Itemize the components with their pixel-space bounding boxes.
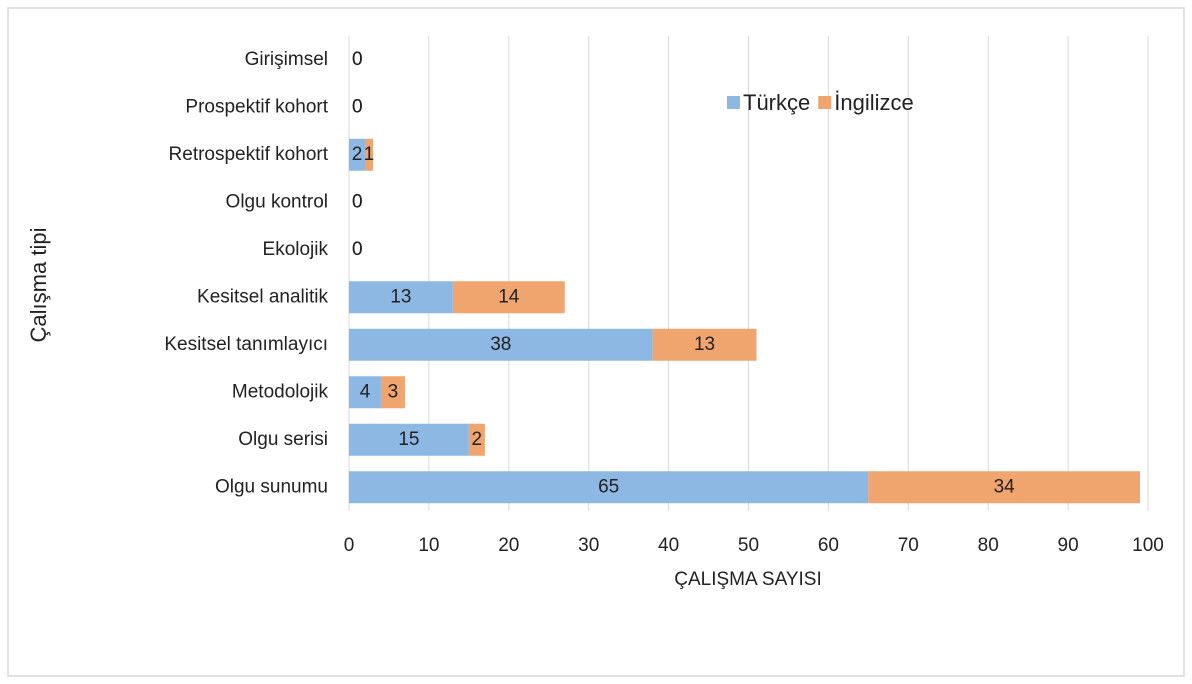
data-label: 0 xyxy=(352,49,363,70)
x-tick-label: 40 xyxy=(658,535,679,556)
bar xyxy=(349,471,869,504)
bar xyxy=(868,471,1141,504)
y-tick-label: Ekolojik xyxy=(263,239,329,260)
y-tick-label: Prospektif kohort xyxy=(185,96,328,117)
bar xyxy=(652,328,757,361)
y-tick-label: Kesitsel analitik xyxy=(197,286,328,307)
y-tick-label: Metodolojik xyxy=(232,381,329,402)
data-label: 2 xyxy=(472,429,483,450)
data-label: 65 xyxy=(598,476,619,497)
x-tick-label: 60 xyxy=(818,535,839,556)
bar xyxy=(349,138,365,171)
data-label: 0 xyxy=(352,191,363,212)
x-tick-label: 0 xyxy=(344,535,355,556)
data-label: 0 xyxy=(352,96,363,117)
data-label: 0 xyxy=(352,49,363,70)
x-tick-label: 30 xyxy=(578,535,599,556)
y-tick-label: Olgu serisi xyxy=(238,429,328,450)
data-label: 1 xyxy=(364,144,375,165)
bar xyxy=(452,281,565,314)
data-label: 3 xyxy=(388,381,399,402)
legend-label: Türkçe xyxy=(743,90,810,115)
legend-swatch xyxy=(818,96,832,109)
bar xyxy=(380,376,405,409)
x-tick-label: 10 xyxy=(418,535,439,556)
x-axis-title: ÇALIŞMA SAYISI xyxy=(674,569,821,590)
y-tick-label: Olgu kontrol xyxy=(226,191,328,212)
data-label: 14 xyxy=(498,286,520,307)
data-label: 13 xyxy=(694,334,715,355)
y-tick-label: Girişimsel xyxy=(245,49,328,70)
data-label: 0 xyxy=(352,239,363,260)
data-label: 34 xyxy=(994,476,1016,497)
data-label: 38 xyxy=(490,334,511,355)
bar xyxy=(349,328,653,361)
bar xyxy=(349,376,381,409)
bar xyxy=(364,138,373,171)
data-label: 15 xyxy=(398,429,419,450)
y-tick-label: Kesitsel tanımlayıcı xyxy=(164,334,328,355)
bar xyxy=(468,423,485,456)
data-label: 0 xyxy=(352,96,363,117)
data-label: 4 xyxy=(360,381,371,402)
data-label: 0 xyxy=(352,191,363,212)
x-tick-label: 50 xyxy=(738,535,759,556)
x-tick-label: 90 xyxy=(1058,535,1079,556)
y-tick-label: Olgu sunumu xyxy=(215,476,328,497)
legend-swatch xyxy=(727,96,740,109)
bar xyxy=(349,423,469,456)
data-label: 2 xyxy=(352,144,363,165)
data-label: 13 xyxy=(390,286,411,307)
data-label: 0 xyxy=(352,239,363,260)
x-tick-label: 20 xyxy=(498,535,519,556)
y-tick-label: Retrospektif kohort xyxy=(169,144,329,165)
y-axis-title: Çalışma tipi xyxy=(26,228,51,343)
legend-label: İngilizce xyxy=(834,90,913,115)
x-tick-label: 80 xyxy=(978,535,999,556)
x-tick-label: 70 xyxy=(898,535,919,556)
bar xyxy=(349,281,453,314)
x-tick-label: 100 xyxy=(1132,535,1164,556)
